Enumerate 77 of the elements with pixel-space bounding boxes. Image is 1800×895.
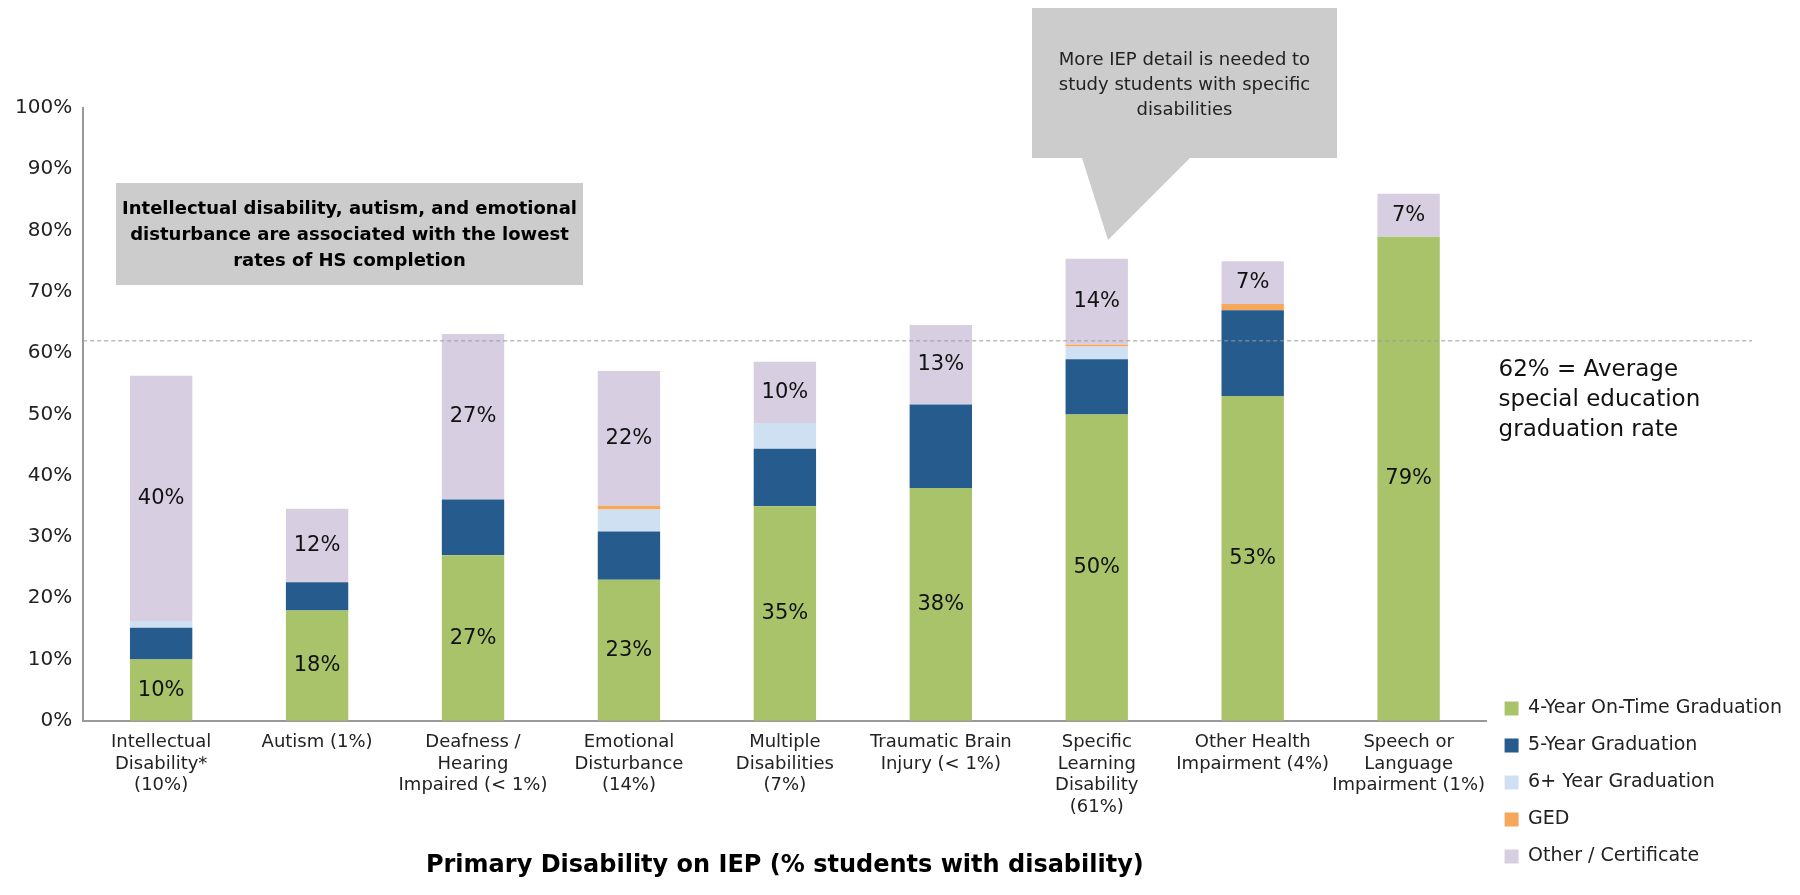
data-label: 53% bbox=[1229, 544, 1277, 569]
bar bbox=[441, 499, 505, 556]
y-tick-label: 50% bbox=[27, 400, 73, 425]
callout-box: Intellectual disability, autism, and emotional disturbance are associated with the lowest rates of HS completion bbox=[116, 183, 583, 285]
y-tick-label: 20% bbox=[27, 584, 73, 609]
data-label: 7% bbox=[1236, 269, 1270, 294]
bar bbox=[129, 627, 193, 660]
bar bbox=[285, 508, 349, 583]
bar bbox=[597, 579, 661, 721]
x-tick-label: Traumatic Brain Injury (< 1%) bbox=[869, 730, 1012, 773]
y-tick-label: 0% bbox=[40, 707, 73, 731]
bar bbox=[129, 620, 193, 628]
x-tick-label: Intellectual Disability* (10%) bbox=[110, 730, 212, 795]
legend-label: GED bbox=[1528, 806, 1570, 829]
bar bbox=[441, 555, 505, 721]
data-label: 10% bbox=[761, 378, 809, 403]
data-label: 12% bbox=[293, 531, 341, 556]
bar bbox=[1065, 346, 1128, 360]
bar bbox=[129, 375, 193, 621]
legend-label: 4-Year On-Time Graduation bbox=[1528, 695, 1782, 718]
x-tick-label: Other Health Impairment (4%) bbox=[1176, 730, 1330, 773]
bar bbox=[753, 506, 817, 721]
bar bbox=[597, 509, 661, 532]
data-label: 23% bbox=[605, 636, 653, 661]
bar bbox=[285, 610, 349, 721]
y-tick-label: 10% bbox=[27, 645, 73, 670]
y-tick-label: 80% bbox=[27, 216, 73, 241]
x-tick-label: Speech or Language Impairment (1%) bbox=[1332, 730, 1485, 795]
data-label: 14% bbox=[1073, 288, 1121, 313]
y-tick-label: 100% bbox=[14, 94, 73, 119]
y-tick-label: 60% bbox=[27, 339, 73, 364]
data-label: 27% bbox=[449, 624, 497, 649]
data-label: 79% bbox=[1385, 465, 1432, 490]
data-label: 38% bbox=[917, 590, 965, 615]
x-tick-label: Autism (1%) bbox=[261, 730, 373, 752]
data-label: 13% bbox=[917, 351, 965, 376]
data-label: 22% bbox=[605, 424, 653, 449]
bar bbox=[285, 582, 349, 611]
bar bbox=[1065, 258, 1128, 345]
data-label: 18% bbox=[293, 652, 341, 677]
bar bbox=[909, 324, 972, 405]
y-tick-label: 90% bbox=[27, 155, 73, 180]
y-tick-label: 30% bbox=[27, 523, 73, 548]
data-label: 10% bbox=[137, 676, 185, 701]
legend-label: Other / Certificate bbox=[1528, 843, 1700, 866]
bar bbox=[753, 448, 817, 507]
x-tick-label: Emotional Disturbance (14%) bbox=[574, 730, 684, 795]
y-tick-label: 40% bbox=[27, 461, 73, 486]
y-tick-label: 70% bbox=[27, 278, 73, 303]
data-label: 7% bbox=[1391, 201, 1426, 226]
bar bbox=[1065, 359, 1128, 415]
bar bbox=[909, 404, 972, 488]
data-label: 27% bbox=[449, 403, 497, 428]
bar bbox=[1221, 396, 1284, 721]
x-tick-label: Multiple Disabilities (7%) bbox=[735, 730, 834, 795]
bar bbox=[1221, 310, 1284, 397]
x-tick-label: Deafness / Hearing Impaired (< 1%) bbox=[398, 730, 548, 795]
data-label: 40% bbox=[137, 484, 185, 509]
bar bbox=[597, 531, 661, 580]
bar bbox=[1065, 414, 1128, 721]
x-tick-label: Specific Learning Disability (61%) bbox=[1055, 730, 1139, 817]
legend-label: 5-Year Graduation bbox=[1528, 732, 1698, 755]
data-label: 35% bbox=[761, 600, 809, 625]
bar bbox=[1377, 236, 1440, 721]
bar bbox=[1377, 193, 1440, 237]
legend-label: 6+ Year Graduation bbox=[1528, 769, 1715, 792]
x-axis-title: Primary Disability on IEP (% students with disability) bbox=[425, 849, 1144, 878]
bar bbox=[597, 370, 661, 506]
data-label: 50% bbox=[1073, 554, 1121, 579]
annotation: More IEP detail is needed to study students with specific disabilities bbox=[1032, 8, 1337, 158]
bar bbox=[753, 422, 817, 449]
bar bbox=[1221, 304, 1284, 311]
bar bbox=[753, 361, 817, 423]
ref-line-label: 62% = Average special education graduation rate bbox=[1498, 355, 1701, 442]
bar bbox=[909, 487, 972, 721]
bar bbox=[1221, 261, 1284, 305]
bar bbox=[441, 334, 505, 500]
